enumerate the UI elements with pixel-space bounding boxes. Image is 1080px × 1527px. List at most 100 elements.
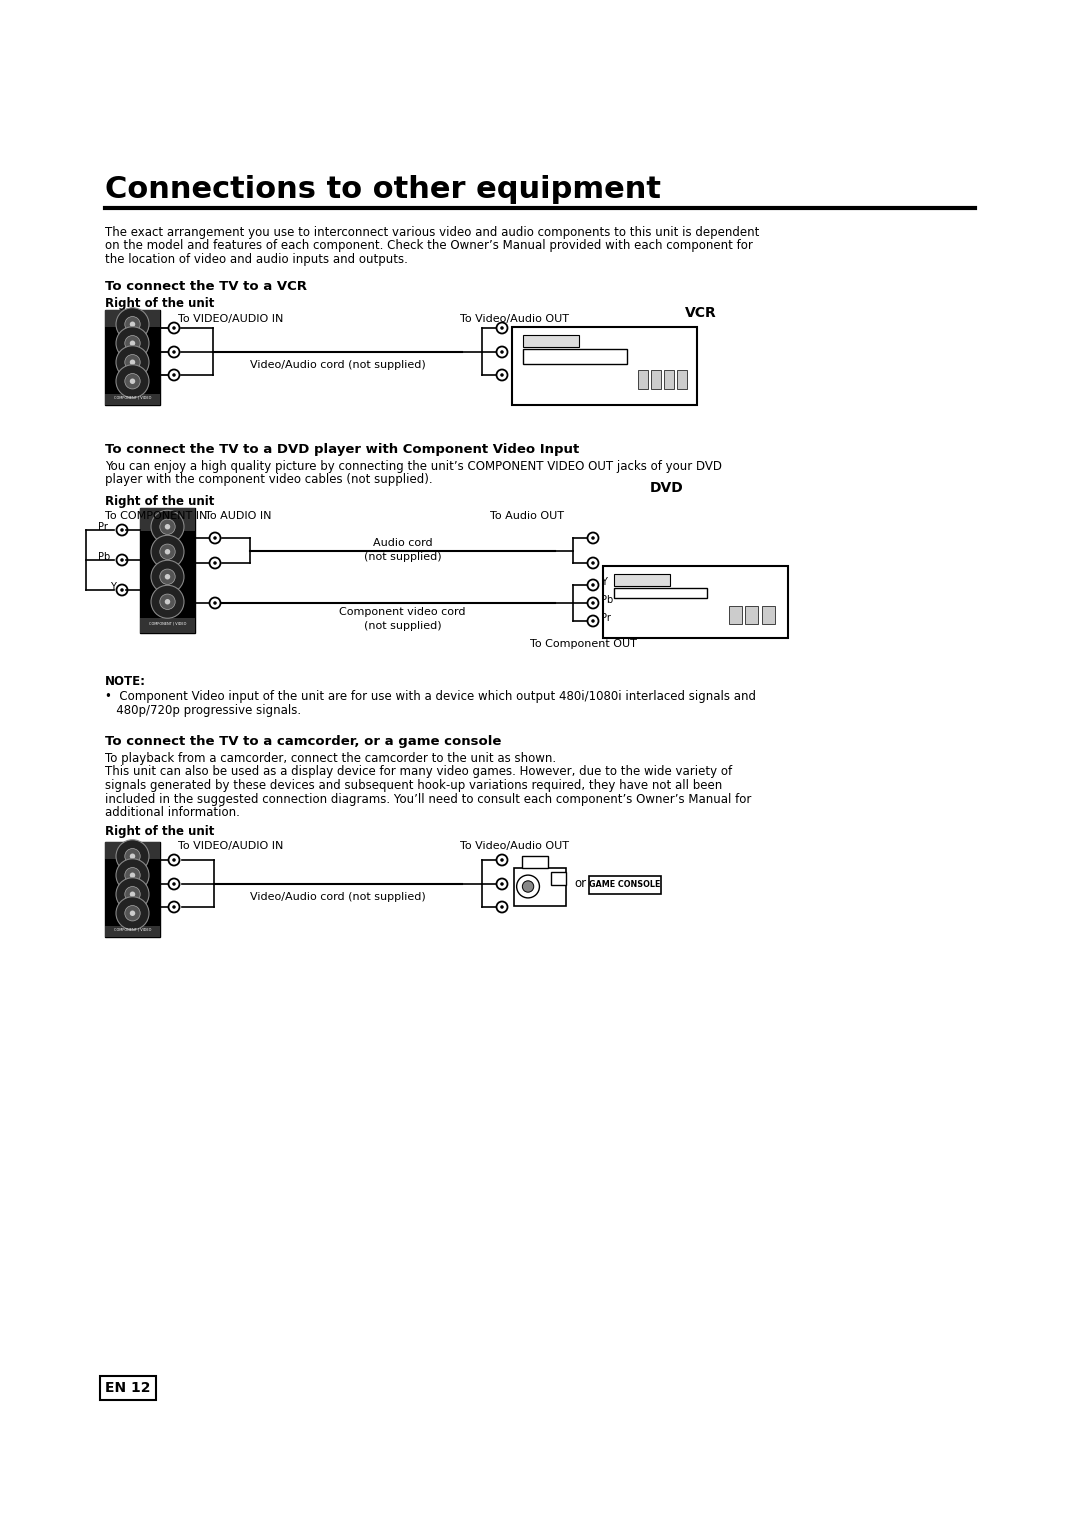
Text: VCR: VCR: [685, 305, 717, 321]
Text: COMPONENT | VIDEO: COMPONENT | VIDEO: [113, 927, 151, 931]
Circle shape: [165, 599, 171, 605]
Text: To VIDEO/AUDIO IN: To VIDEO/AUDIO IN: [178, 841, 283, 851]
Circle shape: [172, 373, 176, 377]
Circle shape: [116, 896, 149, 930]
Text: (not supplied): (not supplied): [364, 621, 442, 631]
Circle shape: [160, 544, 175, 559]
Bar: [140, 508, 195, 530]
Circle shape: [165, 524, 171, 530]
Text: To playback from a camcorder, connect the camcorder to the unit as shown.: To playback from a camcorder, connect th…: [105, 751, 556, 765]
Bar: [105, 394, 160, 405]
Circle shape: [500, 858, 503, 861]
Circle shape: [500, 350, 503, 354]
Circle shape: [120, 528, 124, 531]
Text: GAME CONSOLE: GAME CONSOLE: [590, 880, 661, 889]
Text: You can enjoy a high quality picture by connecting the unit’s COMPONENT VIDEO OU: You can enjoy a high quality picture by …: [105, 460, 723, 473]
Circle shape: [165, 550, 171, 554]
Text: This unit can also be used as a display device for many video games. However, du: This unit can also be used as a display …: [105, 765, 732, 779]
Text: signals generated by these devices and subsequent hook-up variations required, t: signals generated by these devices and s…: [105, 779, 723, 793]
Circle shape: [172, 350, 176, 354]
Circle shape: [116, 878, 149, 910]
Text: Pr: Pr: [98, 522, 108, 531]
Bar: [140, 618, 195, 634]
Circle shape: [213, 562, 217, 565]
Circle shape: [165, 574, 171, 580]
Circle shape: [172, 906, 176, 909]
Circle shape: [120, 588, 124, 592]
Circle shape: [116, 840, 149, 873]
Circle shape: [516, 875, 539, 898]
Circle shape: [125, 849, 140, 864]
Text: Audio cord: Audio cord: [373, 538, 432, 548]
Text: Right of the unit: Right of the unit: [105, 825, 214, 838]
Circle shape: [116, 327, 149, 360]
Bar: [615, 588, 706, 599]
Bar: [603, 567, 788, 638]
Bar: [729, 606, 742, 623]
Text: Pb: Pb: [600, 596, 613, 605]
Circle shape: [591, 583, 595, 586]
Bar: [512, 327, 697, 405]
Circle shape: [116, 365, 149, 397]
Text: DVD: DVD: [650, 481, 684, 495]
Circle shape: [172, 883, 176, 886]
Circle shape: [130, 910, 135, 916]
Circle shape: [500, 327, 503, 330]
Circle shape: [116, 345, 149, 379]
Circle shape: [151, 510, 184, 544]
Circle shape: [125, 336, 140, 351]
Circle shape: [172, 858, 176, 861]
Circle shape: [151, 536, 184, 568]
Text: To Video/Audio OUT: To Video/Audio OUT: [460, 315, 569, 324]
Circle shape: [151, 585, 184, 618]
Circle shape: [160, 594, 175, 609]
Text: player with the component video cables (not supplied).: player with the component video cables (…: [105, 473, 433, 487]
Circle shape: [125, 354, 140, 370]
Text: COMPONENT | VIDEO: COMPONENT | VIDEO: [113, 395, 151, 399]
Bar: [615, 574, 670, 586]
Circle shape: [125, 374, 140, 389]
Text: COMPONENT | VIDEO: COMPONENT | VIDEO: [149, 621, 186, 626]
Circle shape: [130, 379, 135, 383]
Circle shape: [130, 341, 135, 347]
Text: Right of the unit: Right of the unit: [105, 495, 214, 508]
Text: The exact arrangement you use to interconnect various video and audio components: The exact arrangement you use to interco…: [105, 226, 759, 240]
Bar: [105, 841, 160, 860]
Bar: [589, 875, 661, 893]
Bar: [651, 370, 661, 389]
Text: Pb: Pb: [98, 551, 110, 562]
Circle shape: [130, 854, 135, 860]
Text: (not supplied): (not supplied): [364, 553, 442, 562]
Text: Video/Audio cord (not supplied): Video/Audio cord (not supplied): [249, 359, 426, 370]
Text: •  Component Video input of the unit are for use with a device which output 480i: • Component Video input of the unit are …: [105, 690, 756, 702]
Bar: [105, 310, 160, 327]
Circle shape: [125, 887, 140, 902]
Circle shape: [213, 602, 217, 605]
Bar: [514, 867, 566, 906]
Text: Y: Y: [110, 582, 116, 592]
Bar: [105, 925, 160, 938]
Bar: [522, 857, 548, 867]
Text: Video/Audio cord (not supplied): Video/Audio cord (not supplied): [251, 892, 426, 901]
Text: To VIDEO/AUDIO IN: To VIDEO/AUDIO IN: [178, 315, 283, 324]
Bar: [745, 606, 758, 623]
Text: To Audio OUT: To Audio OUT: [490, 512, 564, 521]
Bar: [664, 370, 674, 389]
Text: or: or: [573, 876, 586, 890]
Text: To AUDIO IN: To AUDIO IN: [205, 512, 271, 521]
Text: Connections to other equipment: Connections to other equipment: [105, 176, 661, 205]
Text: Component video cord: Component video cord: [339, 608, 465, 617]
Circle shape: [130, 359, 135, 365]
Bar: [638, 370, 648, 389]
Text: the location of video and audio inputs and outputs.: the location of video and audio inputs a…: [105, 253, 408, 266]
Circle shape: [591, 536, 595, 539]
Circle shape: [591, 562, 595, 565]
Text: 480p/720p progressive signals.: 480p/720p progressive signals.: [105, 704, 301, 718]
Circle shape: [125, 906, 140, 921]
Bar: [677, 370, 687, 389]
Text: included in the suggested connection diagrams. You’ll need to consult each compo: included in the suggested connection dia…: [105, 793, 752, 806]
Text: To connect the TV to a DVD player with Component Video Input: To connect the TV to a DVD player with C…: [105, 443, 579, 457]
FancyBboxPatch shape: [100, 1376, 156, 1400]
Circle shape: [160, 570, 175, 585]
Text: on the model and features of each component. Check the Owner’s Manual provided w: on the model and features of each compon…: [105, 240, 753, 252]
